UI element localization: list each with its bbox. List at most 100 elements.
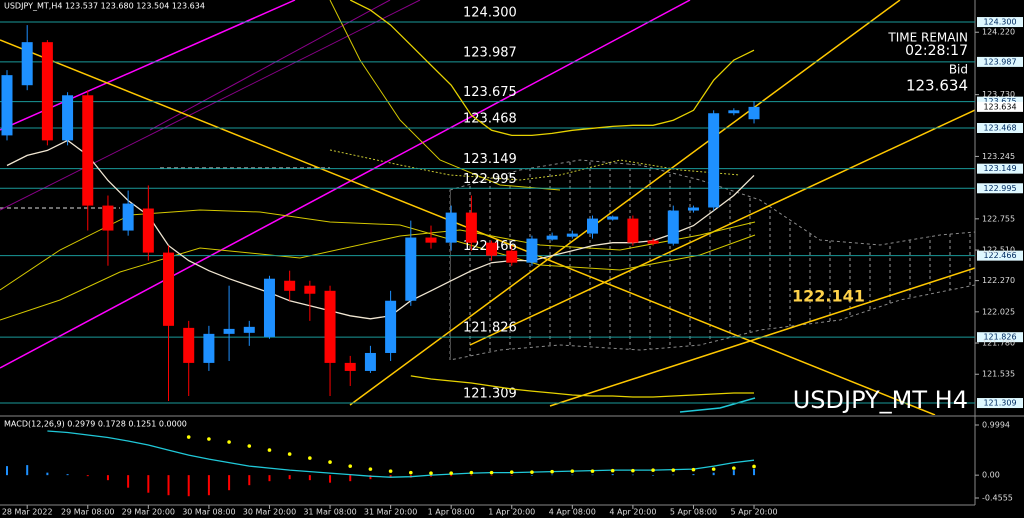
candle-body	[587, 218, 599, 234]
y-tick-label: 122.025	[982, 307, 1015, 316]
macd-histogram-bar	[490, 475, 493, 476]
x-tick-label: 30 Mar 20:00	[243, 508, 296, 517]
macd-title: MACD(12,26,9) 0.2979 0.1728 0.1251 0.000…	[4, 420, 187, 429]
macd-histogram-bar	[712, 472, 715, 476]
candle-body	[21, 42, 33, 86]
candle-body	[263, 278, 275, 337]
candle-body	[486, 242, 498, 256]
moving-average	[410, 375, 754, 398]
macd-histogram-bar	[207, 475, 210, 496]
level-tag-label: 123.987	[983, 57, 1016, 66]
candle-body	[708, 113, 720, 208]
macd-histogram-bar	[127, 475, 130, 488]
chart-header: USDJPY_MT,H4 123.537 123.680 123.504 123…	[4, 2, 205, 11]
bid-price: 123.634	[906, 77, 968, 95]
macd-signal-dot	[267, 448, 272, 452]
macd-signal-dot	[691, 467, 696, 472]
candle-body	[465, 212, 477, 243]
macd-signal-dot	[732, 466, 736, 470]
drawing-objects	[0, 0, 975, 415]
candle-body	[183, 327, 195, 363]
candle-body	[627, 218, 639, 243]
macd-y-tick-label: 0.9994	[982, 421, 1010, 430]
x-tick-label: 31 Mar 20:00	[364, 508, 417, 517]
level-tag-label: 123.468	[983, 124, 1016, 133]
candle-body	[142, 208, 154, 253]
macd-signal-dot	[328, 460, 332, 464]
macd-y-tick-label: -0.4555	[982, 494, 1013, 503]
price-panel: 124.300 123.987 123.675 123.468 123.149 122.9…	[0, 0, 975, 404]
macd-signal-dot	[227, 440, 231, 444]
x-tick-label: 4 Apr 20:00	[609, 508, 656, 517]
candle-body	[203, 333, 215, 363]
macd-histogram-bar	[692, 474, 695, 476]
moving-average	[349, 0, 755, 137]
candle-body	[385, 300, 397, 353]
macd-histogram-bar	[147, 475, 150, 493]
candle-body	[324, 290, 336, 363]
macd-histogram-bar	[389, 475, 392, 478]
candle-body	[607, 216, 619, 220]
level-tag-label: 122.466	[983, 251, 1016, 260]
level-tag-label: 123.149	[983, 164, 1016, 173]
candle-body	[304, 285, 316, 294]
candle-body	[506, 250, 518, 263]
x-tick-label: 1 Apr 20:00	[488, 508, 535, 517]
macd-histogram-bar	[26, 465, 29, 476]
candle-body	[425, 237, 437, 243]
level-tag	[977, 250, 1023, 261]
candle-body	[1, 75, 13, 136]
candle-body	[445, 212, 457, 243]
macd-histogram-bar	[753, 468, 756, 476]
macd-signal-dot	[651, 468, 655, 472]
x-tick-label: 4 Apr 08:00	[549, 508, 596, 517]
macd-histogram-bar	[349, 475, 352, 482]
macd-histogram-bar	[308, 475, 311, 481]
macd-signal-dot	[489, 470, 494, 475]
candle-body	[687, 207, 699, 211]
level-tag-label: 123.675	[983, 97, 1016, 106]
bid-label: Bid	[949, 63, 968, 77]
macd-histogram-bar	[732, 470, 735, 476]
macd-signal-dot	[752, 464, 756, 469]
trend-line	[469, 109, 975, 346]
time-remain: 02:28:17	[905, 43, 968, 59]
time-remain-label: TIME REMAIN	[887, 31, 968, 45]
level-label: 122.995	[463, 172, 517, 187]
macd-signal-dot	[469, 470, 474, 475]
x-tick-label: 29 Mar 08:00	[61, 508, 114, 517]
macd-histogram-bar	[268, 475, 271, 482]
macd-signal-dot	[186, 435, 191, 439]
macd-signal-dot	[671, 468, 676, 472]
level-tag-label: 124.300	[983, 18, 1016, 27]
candle-body	[122, 203, 134, 231]
level-tag	[977, 56, 1023, 67]
candle-body	[546, 235, 558, 240]
level-tag-label: 121.309	[983, 399, 1016, 408]
macd-signal-dot	[590, 469, 595, 473]
macd-histogram-bar	[167, 475, 170, 496]
candle-body	[284, 280, 296, 291]
macd-histogram-bar	[329, 475, 332, 483]
candle-body	[223, 328, 235, 334]
macd-histogram-bar	[631, 474, 634, 476]
watermark: USDJPY_MT H4	[793, 386, 968, 414]
macd-histogram-bar	[672, 474, 675, 476]
level-label: 123.149	[463, 152, 517, 167]
level-label: 123.468	[463, 112, 517, 127]
candle-body	[41, 42, 53, 141]
level-tag	[977, 17, 1023, 28]
macd-histogram-bar	[106, 475, 109, 481]
macd-histogram-bar	[530, 475, 533, 476]
level-tag-label: 122.995	[983, 184, 1016, 193]
y-tick-label: 121.535	[982, 370, 1015, 379]
y-tick-label: 122.510	[982, 246, 1015, 255]
level-tag	[977, 183, 1023, 194]
macd-panel	[6, 430, 756, 497]
macd-histogram-bar	[369, 475, 372, 480]
target-label: 122.141	[792, 287, 865, 306]
macd-signal-dot	[287, 452, 292, 456]
level-label: 123.675	[463, 85, 517, 100]
